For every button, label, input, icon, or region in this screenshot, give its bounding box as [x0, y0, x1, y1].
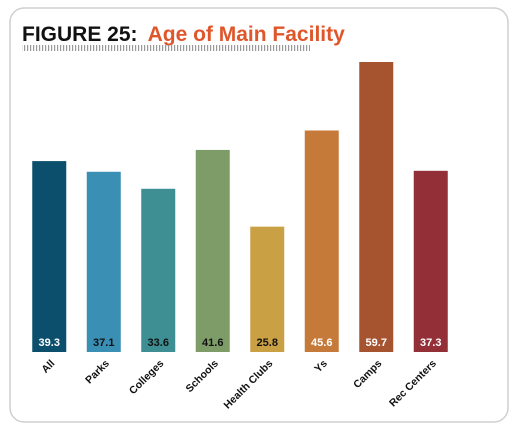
bar: [32, 161, 67, 352]
value-label: 33.6: [148, 337, 169, 349]
value-label: 37.1: [93, 337, 114, 349]
chart-title: FIGURE 25: Age of Main Facility: [22, 23, 345, 46]
title-text: Age of Main Facility: [148, 23, 346, 46]
value-label: 39.3: [39, 337, 60, 349]
value-label: 45.6: [311, 337, 332, 349]
bar: [413, 170, 448, 352]
bar: [86, 171, 121, 352]
value-label: 37.3: [420, 337, 441, 349]
value-label: 41.6: [202, 337, 223, 349]
bar: [359, 62, 394, 352]
bar: [141, 188, 176, 352]
bar: [304, 130, 339, 352]
value-label: 59.7: [366, 337, 387, 349]
bar: [195, 149, 230, 352]
value-label: 25.8: [257, 337, 278, 349]
bar: [250, 226, 285, 352]
figure-label: FIGURE 25:: [22, 23, 138, 46]
title-rule: [22, 45, 310, 51]
